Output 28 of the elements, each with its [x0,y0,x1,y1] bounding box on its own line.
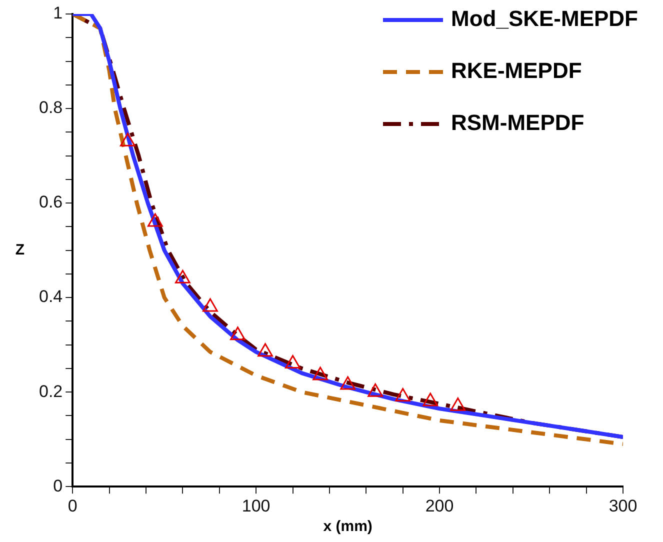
point [175,270,190,284]
point [230,326,246,340]
legend-label: RSM-MEPDF [451,110,584,136]
point [285,354,300,368]
point [148,213,163,227]
point [258,343,273,357]
y-axis-title: Z [15,241,25,258]
point [368,383,384,397]
point [312,366,328,380]
y-tick-label: 0.8 [38,98,63,118]
x-tick-label: 200 [425,496,454,516]
point [120,132,136,146]
y-tick-label: 0.4 [38,287,63,306]
x-tick-label: 100 [242,496,270,516]
point [340,376,356,390]
point [395,388,411,402]
x-axis-title: x (mm) [323,518,372,536]
point [450,398,466,412]
y-tick-label: 0 [53,476,63,496]
x-tick-label: 0 [68,496,78,516]
point [202,298,218,312]
y-tick-label: 0.6 [38,192,63,212]
y-tick-label: 1 [53,4,63,23]
legend-label: RKE-MEPDF [451,58,582,84]
legend-label: Mod_SKE-MEPDF [451,6,638,32]
x-tick-label: 300 [608,496,638,516]
y-tick-label: 0.2 [38,382,63,401]
point [422,392,438,406]
